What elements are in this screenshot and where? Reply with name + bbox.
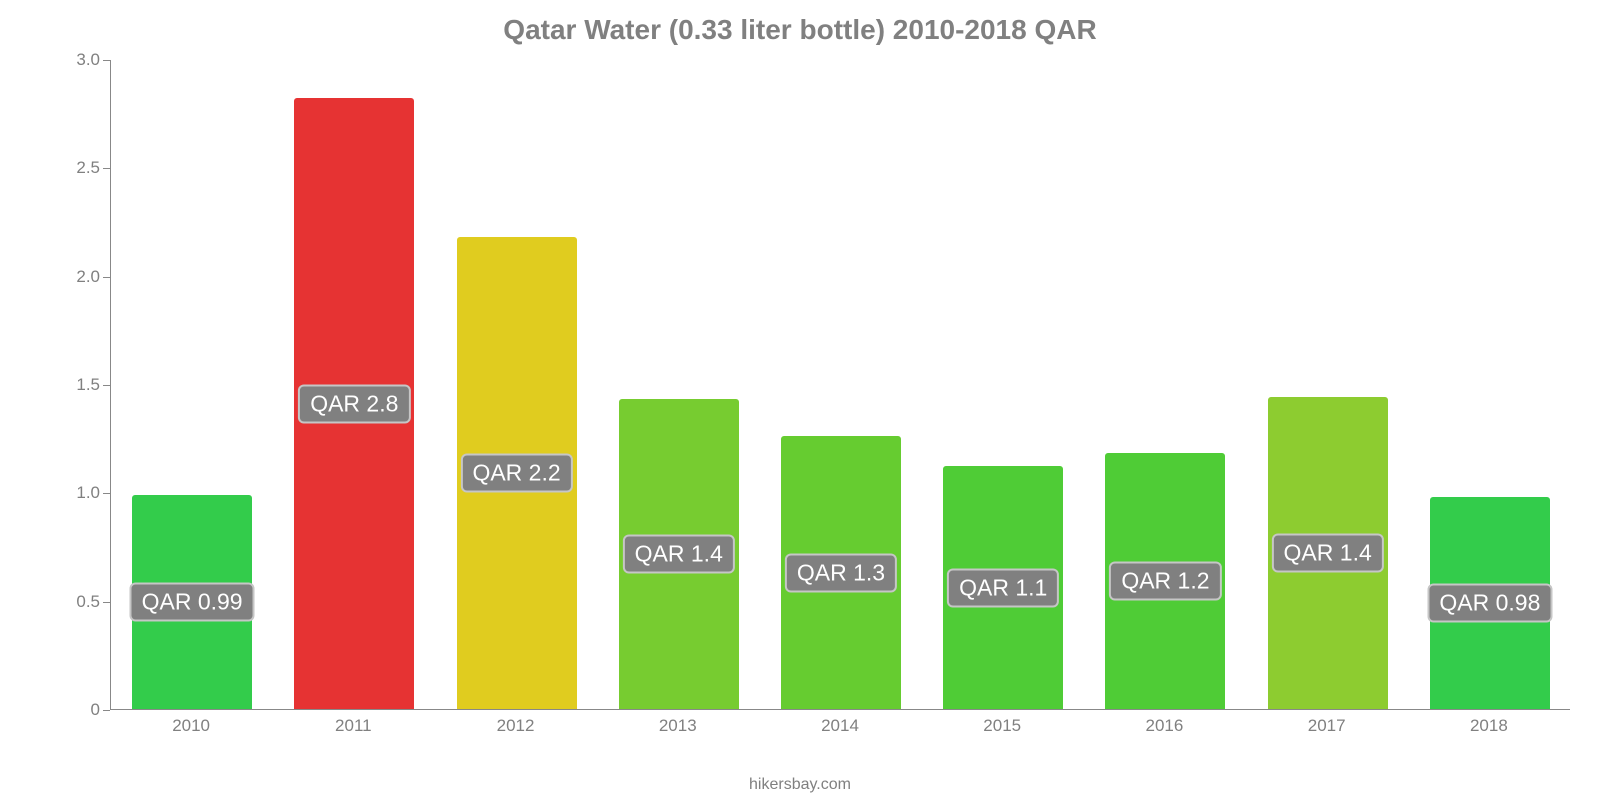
value-label: QAR 0.98 (1427, 583, 1552, 622)
bar-group: QAR 2.2 (457, 237, 577, 709)
x-tick-label: 2010 (172, 716, 210, 736)
y-tick-mark (103, 385, 110, 386)
y-tick-mark (103, 277, 110, 278)
bar-group: QAR 2.8 (294, 98, 414, 709)
x-tick-label: 2013 (659, 716, 697, 736)
x-tick-label: 2011 (335, 716, 372, 736)
bar-group: QAR 1.2 (1105, 453, 1225, 709)
y-tick-label: 0.5 (76, 592, 100, 612)
bar-group: QAR 1.1 (943, 466, 1063, 709)
y-tick-label: 2.0 (76, 267, 100, 287)
y-tick-label: 1.0 (76, 483, 100, 503)
x-tick-label: 2015 (983, 716, 1021, 736)
y-tick-label: 2.5 (76, 158, 100, 178)
bar-group: QAR 1.4 (1268, 397, 1388, 709)
plot-area: QAR 0.99 QAR 2.8 QAR 2.2 QAR 1.4 QAR 1.3 QAR … (110, 60, 1570, 710)
x-tick-label: 2016 (1146, 716, 1184, 736)
y-tick-mark (103, 493, 110, 494)
x-tick-label: 2012 (497, 716, 535, 736)
bar-group: QAR 1.3 (781, 436, 901, 709)
value-label: QAR 1.3 (785, 553, 897, 592)
y-tick-mark (103, 168, 110, 169)
value-label: QAR 0.99 (130, 582, 255, 621)
y-tick-label: 3.0 (76, 50, 100, 70)
y-tick-mark (103, 710, 110, 711)
value-label: QAR 2.2 (460, 453, 572, 492)
x-tick-label: 2018 (1470, 716, 1508, 736)
y-tick-label: 0 (91, 700, 100, 720)
x-tick-label: 2017 (1308, 716, 1346, 736)
y-tick-mark (103, 602, 110, 603)
bar-group: QAR 1.4 (619, 399, 739, 709)
chart-title: Qatar Water (0.33 liter bottle) 2010-201… (0, 0, 1600, 46)
value-label: QAR 1.2 (1109, 562, 1221, 601)
x-tick-label: 2014 (821, 716, 859, 736)
bar-group: QAR 0.98 (1430, 497, 1550, 709)
bar-group: QAR 0.99 (132, 495, 252, 710)
value-label: QAR 1.4 (1272, 534, 1384, 573)
y-tick-label: 1.5 (76, 375, 100, 395)
y-tick-mark (103, 60, 110, 61)
attribution-text: hikersbay.com (749, 776, 851, 794)
bars-layer: QAR 0.99 QAR 2.8 QAR 2.2 QAR 1.4 QAR 1.3 QAR … (111, 60, 1570, 709)
value-label: QAR 1.1 (947, 568, 1059, 607)
value-label: QAR 1.4 (623, 535, 735, 574)
chart-container: 00.51.01.52.02.53.0 QAR 0.99QAR 2.8QAR 2… (60, 60, 1570, 740)
value-label: QAR 2.8 (298, 384, 410, 423)
